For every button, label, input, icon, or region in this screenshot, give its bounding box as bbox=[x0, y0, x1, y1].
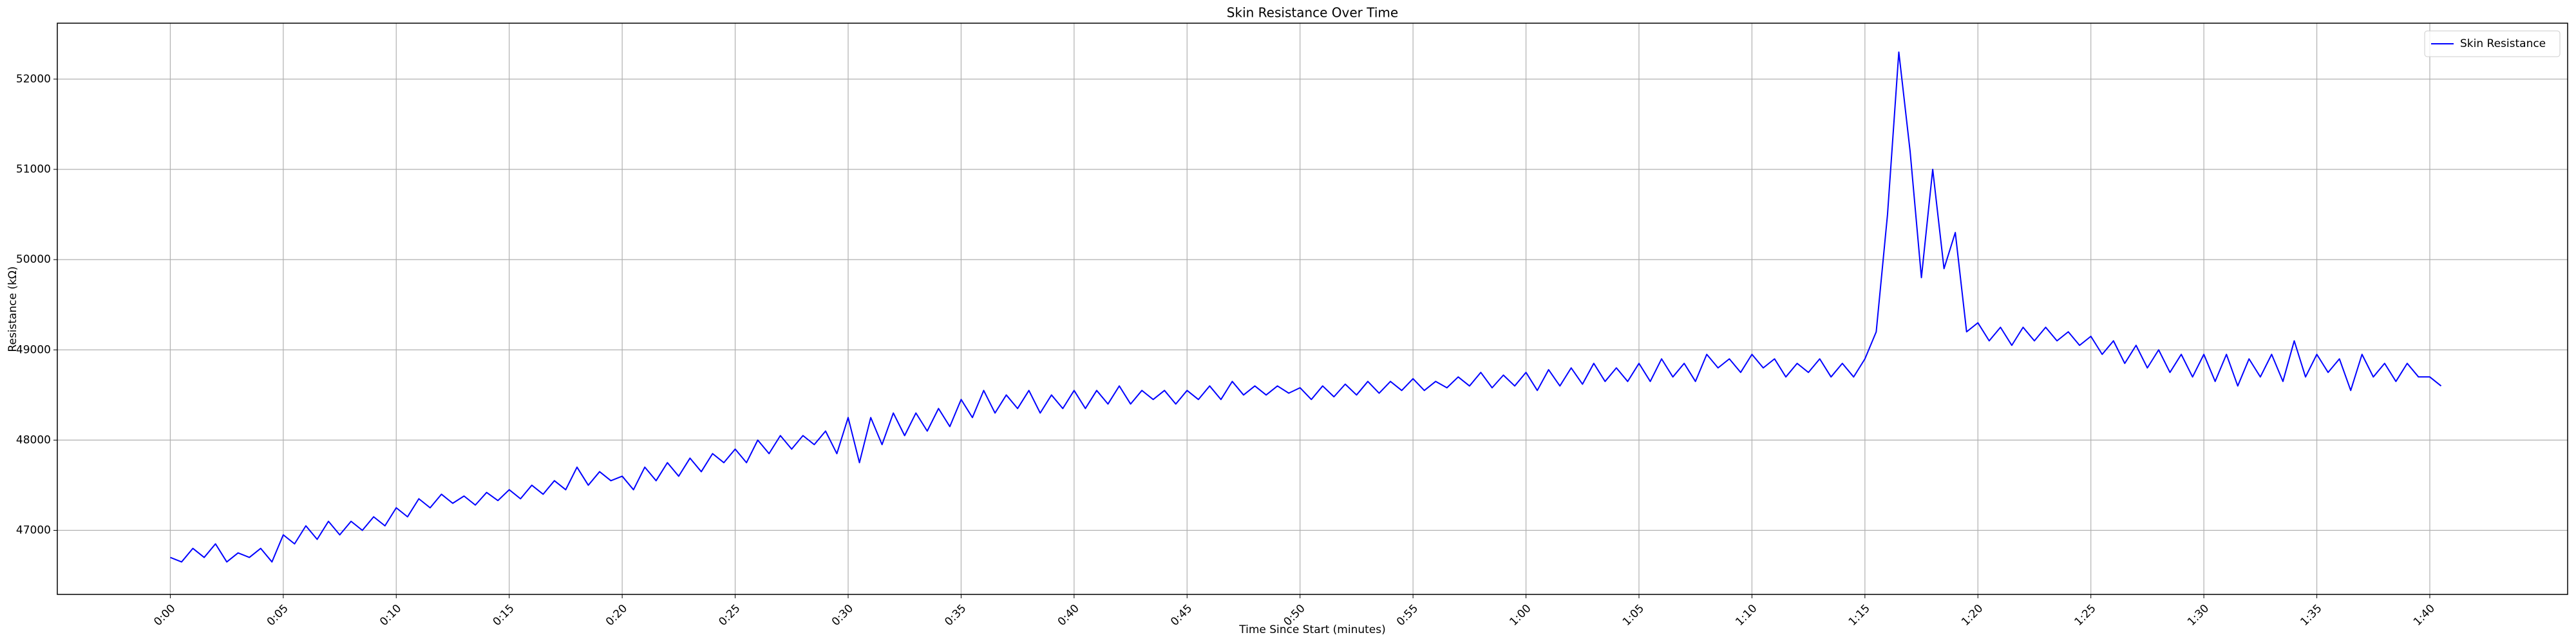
plot-frame bbox=[57, 23, 2568, 595]
x-tick-label: 1:05 bbox=[1620, 602, 1647, 629]
x-tick-label: 0:55 bbox=[1394, 602, 1421, 629]
x-tick-label: 1:20 bbox=[1959, 602, 1985, 629]
y-tick-label: 48000 bbox=[16, 433, 51, 446]
x-axis-label: Time Since Start (minutes) bbox=[1238, 623, 1386, 636]
x-tick-label: 0:15 bbox=[491, 602, 517, 629]
chart-title: Skin Resistance Over Time bbox=[1227, 5, 1398, 21]
x-tick-label: 0:10 bbox=[377, 602, 404, 629]
x-tick-label: 1:15 bbox=[1846, 602, 1873, 629]
x-tick-label: 1:35 bbox=[2298, 602, 2324, 629]
x-tick-label: 1:25 bbox=[2072, 602, 2099, 629]
x-tick-label: 0:35 bbox=[942, 602, 969, 629]
y-axis-label: Resistance (kΩ) bbox=[6, 266, 19, 352]
x-tick-label: 1:30 bbox=[2185, 602, 2211, 629]
x-tick-label: 1:40 bbox=[2411, 602, 2438, 629]
x-tick-label: 0:40 bbox=[1056, 602, 1082, 629]
x-tick-label: 0:45 bbox=[1168, 602, 1195, 629]
y-tick-label: 49000 bbox=[16, 343, 51, 356]
data-line bbox=[170, 51, 2442, 563]
x-tick-label: 0:25 bbox=[716, 602, 743, 629]
x-tick-label: 1:10 bbox=[1733, 602, 1759, 629]
x-tick-label: 1:00 bbox=[1507, 602, 1533, 629]
legend-box bbox=[2424, 30, 2561, 57]
x-tick-label: 0:05 bbox=[265, 602, 291, 629]
y-tick-label: 50000 bbox=[16, 253, 51, 266]
x-tick-label: 0:00 bbox=[151, 602, 178, 629]
y-tick-label: 51000 bbox=[16, 163, 51, 176]
x-tick-label: 0:30 bbox=[829, 602, 856, 629]
y-tick-label: 52000 bbox=[16, 73, 51, 86]
legend-label: Skin Resistance bbox=[2460, 37, 2546, 50]
x-tick-label: 0:20 bbox=[603, 602, 630, 629]
y-tick-label: 47000 bbox=[16, 524, 51, 537]
